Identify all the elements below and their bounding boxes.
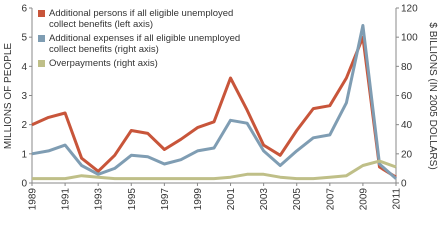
x-tick-label: 1989	[28, 188, 39, 211]
chart: MILLIONS OF PEOPLE $ BILLIONS (IN 2005 D…	[3, 4, 438, 211]
x-tick-label: 2005	[292, 188, 303, 211]
y2-tick-label: 120	[401, 4, 418, 15]
series-line	[31, 35, 397, 179]
x-tick-label: 2003	[259, 188, 270, 211]
x-tick-label: 1999	[193, 188, 204, 211]
y-tick-label: 3	[21, 91, 27, 102]
legend-swatch	[38, 10, 45, 17]
x-tick-label: 1991	[61, 188, 72, 211]
y-tick-label: 4	[21, 62, 27, 73]
y-tick-label: 5	[21, 33, 27, 44]
legend: Additional persons if all eligible unemp…	[38, 8, 243, 72]
y-axis-title: MILLIONS OF PEOPLE	[3, 43, 14, 149]
legend-label: Additional persons if all eligible unemp…	[49, 8, 234, 30]
y2-axis-title: $ BILLIONS (IN 2005 DOLLARS)	[427, 22, 438, 169]
series-line	[32, 159, 397, 181]
x-tick-label: 2001	[226, 188, 237, 211]
y2-tick-label: 40	[401, 120, 413, 131]
legend-label: Additional expenses if all eligible unem…	[49, 33, 241, 55]
x-tick-label: 1993	[94, 188, 105, 211]
legend-swatch	[38, 60, 45, 67]
y-tick-label: 2	[21, 120, 27, 131]
legend-swatch	[38, 35, 45, 42]
y2-tick-label: 100	[401, 33, 418, 44]
y-tick-label: 1	[21, 149, 27, 160]
legend-item: Additional persons if all eligible unemp…	[38, 8, 243, 30]
legend-item: Additional expenses if all eligible unem…	[38, 33, 243, 55]
y-tick-label: 6	[21, 4, 27, 15]
y2-tick-label: 80	[401, 62, 413, 73]
x-tick-label: 1995	[127, 188, 138, 211]
x-tick-label: 2007	[325, 188, 336, 211]
y2-tick-label: 20	[401, 149, 413, 160]
legend-item: Overpayments (right axis)	[38, 58, 243, 69]
legend-label: Overpayments (right axis)	[49, 58, 158, 69]
y2-tick-label: 60	[401, 91, 413, 102]
y2-tick-label: 0	[401, 179, 407, 190]
x-tick-label: 2009	[358, 188, 369, 211]
series-line	[31, 24, 397, 180]
x-tick-label: 1997	[160, 188, 171, 211]
y-tick-label: 0	[21, 179, 27, 190]
chart-svg: MILLIONS OF PEOPLE $ BILLIONS (IN 2005 D…	[3, 4, 438, 211]
x-tick-label: 2011	[392, 188, 403, 210]
